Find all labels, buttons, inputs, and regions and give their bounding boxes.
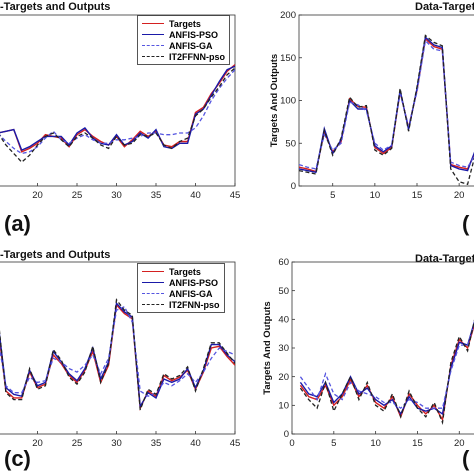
chart-title-b: Data-Target xyxy=(415,1,474,13)
legend-label-anfis-pso: ANFIS-PSO xyxy=(169,277,219,288)
x-tick-label: 40 xyxy=(190,438,201,449)
legend-label-anfis-ga: ANFIS-GA xyxy=(169,288,213,299)
chart-title-a: -Targets and Outputs xyxy=(0,1,111,13)
panel-label-d: ( xyxy=(462,446,470,471)
x-tick-label: 20 xyxy=(454,190,465,201)
x-tick-label: 10 xyxy=(370,438,381,449)
y-tick-label: 50 xyxy=(278,286,289,297)
legend-swatch-anfis-ga xyxy=(142,45,164,46)
x-tick-label: 30 xyxy=(111,190,122,201)
legend-swatch-it2fnn xyxy=(142,304,164,305)
y-tick-label: 100 xyxy=(280,96,296,107)
legend-swatch-targets xyxy=(142,23,164,24)
series-line-anfis-ga xyxy=(299,323,474,410)
legend-a: Targets ANFIS-PSO ANFIS-GA IT2FFNN-pso xyxy=(137,15,230,65)
x-tick-label: 5 xyxy=(330,190,335,201)
series-line-it2fnn-pso xyxy=(0,298,235,411)
x-tick-label: 15 xyxy=(412,190,423,201)
x-tick-label: 5 xyxy=(331,438,336,449)
x-tick-label: 20 xyxy=(32,438,43,449)
series-line-targets xyxy=(299,37,474,173)
chart-title-c: -Targets and Outputs xyxy=(0,249,111,261)
legend-label-it2fnn: IT2FFNN-pso xyxy=(169,51,225,62)
x-tick-label: 40 xyxy=(190,190,201,201)
panel-label-b: ( xyxy=(462,211,470,236)
plot-frame xyxy=(298,14,474,187)
series-line-anfis-pso xyxy=(0,301,235,409)
series-line-targets xyxy=(0,303,235,411)
y-tick-label: 30 xyxy=(278,343,289,354)
panel-label-a: (a) xyxy=(4,211,31,236)
legend-swatch-anfis-pso xyxy=(142,34,164,35)
legend-c: Targets ANFIS-PSO ANFIS-GA IT2FNN-pso xyxy=(137,263,225,313)
y-tick-label: 0 xyxy=(284,429,289,440)
series-line-anfis-ga xyxy=(0,305,235,397)
series-line-targets xyxy=(299,323,474,422)
x-tick-label: 45 xyxy=(230,438,241,449)
x-tick-label: 35 xyxy=(151,190,162,201)
legend-swatch-anfis-ga xyxy=(142,293,164,294)
panel-label-c: (c) xyxy=(4,446,31,471)
y-tick-label: 40 xyxy=(278,315,289,326)
legend-label-targets: Targets xyxy=(169,18,201,29)
series-line-targets xyxy=(0,64,235,153)
y-tick-label: 150 xyxy=(280,53,296,64)
y-tick-label: 20 xyxy=(278,372,289,383)
legend-swatch-it2fnn xyxy=(142,56,164,57)
legend-label-anfis-pso: ANFIS-PSO xyxy=(169,29,219,40)
y-tick-label: 60 xyxy=(278,257,289,268)
plot-frame xyxy=(0,14,236,187)
y-axis-label: Targets And Outputs xyxy=(269,54,280,147)
x-tick-label: 20 xyxy=(454,438,465,449)
series-line-anfis-pso xyxy=(0,65,235,152)
y-axis-label: Targets And Outputs xyxy=(262,301,273,394)
y-tick-label: 200 xyxy=(280,10,296,21)
series-line-it2ffnn-pso xyxy=(0,67,235,164)
legend-label-anfis-ga: ANFIS-GA xyxy=(169,40,213,51)
y-tick-label: 0 xyxy=(291,181,296,192)
x-tick-label: 25 xyxy=(72,438,83,449)
legend-label-targets: Targets xyxy=(169,266,201,277)
y-tick-label: 50 xyxy=(285,138,296,149)
x-tick-label: 20 xyxy=(32,190,43,201)
x-tick-label: 45 xyxy=(230,190,241,201)
plot-frame xyxy=(0,261,236,435)
x-tick-label: 10 xyxy=(370,190,381,201)
x-tick-label: 25 xyxy=(72,190,83,201)
x-tick-label: 15 xyxy=(412,438,423,449)
legend-swatch-targets xyxy=(142,271,164,272)
series-line-anfis-ga xyxy=(0,69,235,155)
series-line-it2fnn-pso xyxy=(299,319,474,425)
series-line-anfis-pso xyxy=(299,320,474,416)
legend-label-it2fnn: IT2FNN-pso xyxy=(169,299,220,310)
x-tick-label: 30 xyxy=(111,438,122,449)
x-tick-label: 35 xyxy=(151,438,162,449)
series-line-it2ffnn-pso xyxy=(299,34,474,186)
y-tick-label: 10 xyxy=(278,401,289,412)
x-tick-label: 0 xyxy=(289,438,294,449)
legend-swatch-anfis-pso xyxy=(142,282,164,283)
